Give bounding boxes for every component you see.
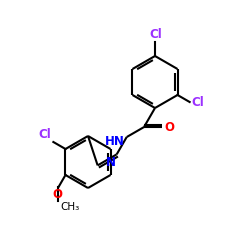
Text: O: O <box>52 188 62 201</box>
Text: HN: HN <box>105 135 125 148</box>
Text: CH₃: CH₃ <box>60 202 80 212</box>
Text: Cl: Cl <box>150 28 162 41</box>
Text: O: O <box>164 120 174 134</box>
Text: N: N <box>106 156 116 169</box>
Text: Cl: Cl <box>192 96 204 110</box>
Text: Cl: Cl <box>38 128 51 141</box>
